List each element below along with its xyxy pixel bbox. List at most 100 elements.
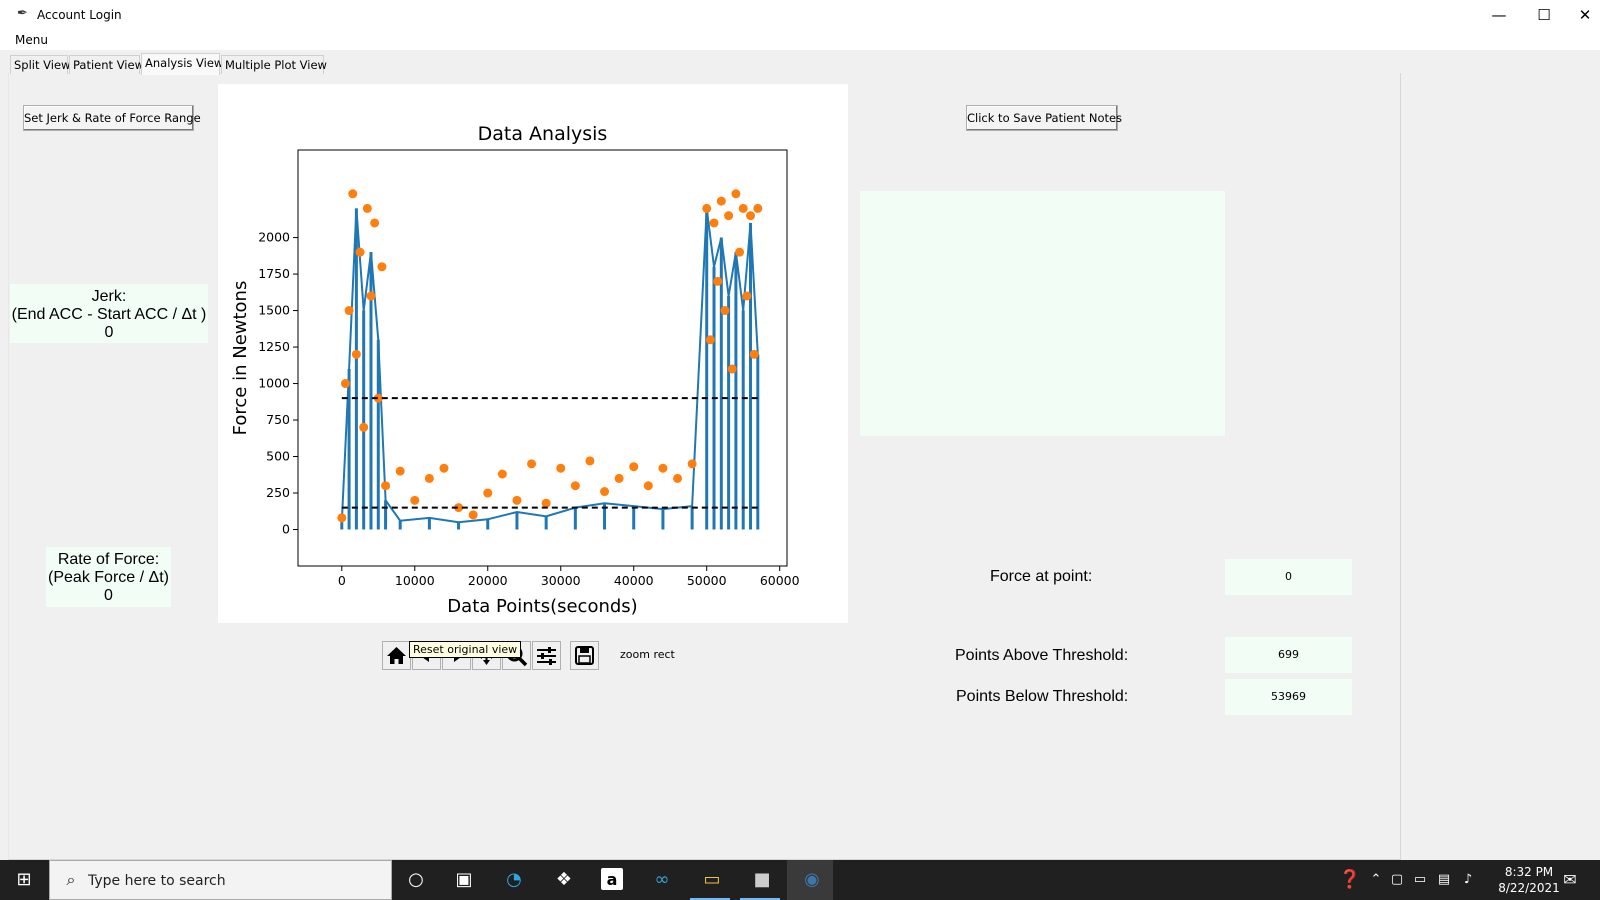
jerk-formula: (End ACC - Start ACC / Δt ) — [11, 306, 207, 323]
terminal-icon[interactable]: ■ — [753, 869, 771, 890]
task-view-icon[interactable]: ▣ — [455, 869, 473, 890]
jerk-label: Jerk: (End ACC - Start ACC / Δt ) 0 — [10, 284, 208, 343]
data-point — [348, 189, 358, 199]
file-explorer-icon[interactable]: ▭ — [703, 869, 721, 890]
rate-of-force-label: Rate of Force: (Peak Force / Δt) 0 — [46, 547, 171, 607]
arduino-icon[interactable]: ∞ — [654, 869, 670, 890]
close-button[interactable]: ✕ — [1578, 6, 1592, 24]
data-point — [614, 473, 624, 483]
data-point — [749, 349, 759, 359]
meet-icon[interactable]: ▢ — [1390, 872, 1404, 887]
data-point — [742, 291, 752, 301]
jerk-title: Jerk: — [91, 288, 127, 305]
save-icon — [575, 646, 594, 665]
data-point — [541, 498, 551, 508]
y-tick-label: 750 — [266, 412, 290, 427]
help-icon[interactable]: ❓ — [1338, 869, 1362, 890]
y-axis-label: Force in Newtons — [230, 281, 251, 436]
data-point — [753, 203, 763, 213]
points-below-label: Points Below Threshold: — [956, 688, 1129, 705]
x-tick-label: 50000 — [687, 573, 727, 588]
data-point — [585, 456, 595, 466]
x-tick-label: 40000 — [614, 573, 654, 588]
data-point — [337, 513, 347, 523]
set-range-button[interactable]: Set Jerk & Rate of Force Range — [23, 105, 201, 131]
battery-icon[interactable]: ▭ — [1413, 872, 1427, 887]
data-point — [735, 247, 745, 257]
home-button[interactable] — [382, 641, 411, 670]
rate-of-force-value: 0 — [104, 587, 113, 604]
dropbox-icon[interactable]: ❖ — [555, 869, 573, 890]
data-point — [702, 203, 712, 213]
minimize-button[interactable]: — — [1491, 6, 1507, 24]
menu-button[interactable]: Menu — [15, 33, 48, 47]
y-tick-label: 1250 — [258, 339, 290, 354]
amazon-icon[interactable]: a — [601, 868, 623, 890]
force-at-point-value: 0 — [1225, 559, 1352, 595]
data-point — [340, 379, 350, 389]
chart-title: Data Analysis — [478, 123, 608, 145]
windows-start-icon[interactable]: ⊞ — [16, 869, 32, 890]
data-point — [746, 211, 756, 221]
data-point — [483, 488, 493, 498]
plot-frame — [297, 149, 788, 567]
toolbar-status: zoom rect — [620, 648, 675, 661]
data-point — [377, 262, 387, 272]
reset-view-tooltip: Reset original view — [409, 641, 522, 658]
data-point — [570, 481, 580, 491]
x-tick-label: 10000 — [395, 573, 435, 588]
x-tick-label: 30000 — [541, 573, 581, 588]
maximize-button[interactable]: ☐ — [1537, 6, 1551, 24]
tab-multiple-plot-view[interactable]: Multiple Plot View — [221, 55, 327, 74]
data-point — [629, 462, 639, 472]
network-icon[interactable]: ▤ — [1437, 872, 1451, 887]
tab-split-view[interactable]: Split View — [10, 55, 70, 74]
data-point — [366, 291, 376, 301]
patient-notes-textarea[interactable] — [860, 191, 1225, 436]
volume-icon[interactable]: ♪ — [1463, 872, 1473, 887]
y-tick-label: 500 — [266, 449, 290, 464]
data-point — [359, 422, 369, 432]
data-point — [600, 487, 610, 497]
data-point — [658, 463, 668, 473]
rate-of-force-formula: (Peak Force / Δt) — [48, 569, 169, 586]
y-tick-label: 1750 — [258, 266, 290, 281]
analysis-panel — [8, 73, 1401, 860]
taskbar-search[interactable]: ⌕ Type here to search — [49, 860, 392, 900]
plot-figure[interactable]: Data Analysis 0 10000 20000 30000 40000 50000 6… — [218, 84, 848, 623]
series-line — [340, 208, 759, 524]
data-point — [527, 459, 537, 469]
tab-patient-view[interactable]: Patient View — [69, 55, 144, 74]
feather-icon: ✒ — [17, 6, 28, 21]
taskbar-clock[interactable]: 8:32 PM 8/22/2021 — [1494, 864, 1564, 896]
tab-analysis-view[interactable]: Analysis View — [141, 53, 223, 75]
data-point — [731, 189, 741, 199]
save-figure-button[interactable] — [570, 641, 599, 670]
data-point — [395, 466, 405, 476]
active-app-highlight — [787, 860, 833, 900]
data-point — [727, 364, 737, 374]
y-tick-label: 1000 — [258, 376, 290, 391]
data-point — [720, 306, 730, 316]
home-icon — [387, 647, 406, 664]
notifications-icon[interactable]: ✉ — [1563, 870, 1577, 889]
data-point — [381, 481, 391, 491]
data-point — [643, 481, 653, 491]
python-icon[interactable]: ◉ — [804, 869, 820, 890]
jerk-value: 0 — [104, 324, 114, 341]
data-point — [468, 510, 478, 520]
taskbar: ⊞ ⌕ Type here to search ○ ▣ ◔ ❖ a ∞ ▭ ■ … — [0, 860, 1600, 900]
data-point — [716, 196, 726, 206]
x-axis-label: Data Points(seconds) — [447, 596, 637, 617]
data-point — [362, 203, 372, 213]
save-notes-button[interactable]: Click to Save Patient Notes — [966, 105, 1122, 131]
chevron-up-icon[interactable]: ⌃ — [1370, 872, 1382, 887]
data-point — [439, 463, 449, 473]
clock-time: 8:32 PM — [1504, 865, 1554, 879]
active-app-indicator — [690, 898, 730, 900]
force-at-point-label: Force at point: — [990, 568, 1093, 585]
cortana-icon[interactable]: ○ — [408, 869, 424, 890]
edge-icon[interactable]: ◔ — [506, 869, 522, 890]
configure-button[interactable] — [532, 641, 561, 670]
